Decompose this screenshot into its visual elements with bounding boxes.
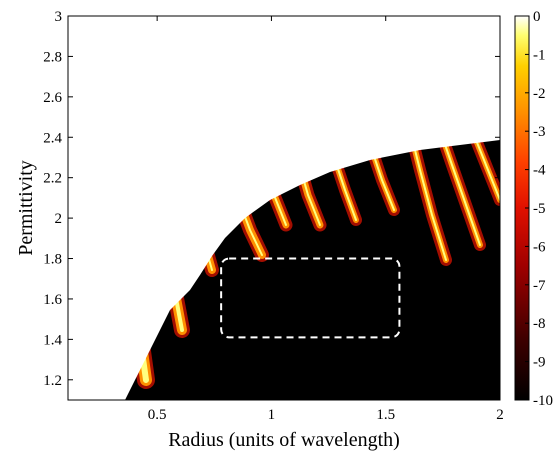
y-tick-label: 2: [55, 211, 63, 227]
band-core: [371, 149, 395, 211]
y-tick-label: 3: [55, 9, 63, 25]
y-tick-label: 1.4: [43, 332, 62, 348]
y-tick-label: 2.8: [43, 49, 62, 65]
y-tick-label: 2.2: [43, 171, 62, 187]
colorbar-tick-label: -9: [533, 355, 546, 371]
colorbar-tick-label: 0: [533, 9, 541, 25]
colorbar-tick-label: -7: [533, 278, 546, 294]
colorbar-tick-label: -8: [533, 316, 546, 332]
colorbar-tick-label: -4: [533, 163, 546, 179]
colorbar-tick-label: -6: [533, 239, 546, 255]
colorbar: 0 -1 -2 -3 -4 -5 -6 -7 -8 -9 -10: [514, 9, 553, 409]
x-axis-ticks: 0.5 1 1.5 2: [148, 16, 504, 423]
heatmap-saturated-region: [68, 16, 500, 400]
x-tick-label: 1: [268, 407, 276, 423]
y-tick-label: 1.2: [43, 373, 62, 389]
x-tick-label: 0.5: [148, 407, 167, 423]
x-axis-title: Radius (units of wavelength): [168, 429, 400, 451]
plot-frame: [67, 15, 501, 401]
colorbar-tick-label: -2: [533, 86, 546, 102]
y-tick-label: 1.8: [43, 252, 62, 268]
colorbar-tick-label: -3: [533, 124, 546, 140]
y-tick-label: 1.6: [43, 292, 62, 308]
y-axis-ticks: 1.2 1.4 1.6 1.8 2 2.2 2.4 2.6 2.8 3: [43, 9, 500, 389]
heatmap-plot-area: [68, 16, 500, 400]
y-axis-title: Permittivity: [15, 160, 37, 256]
colorbar-tick-label: -1: [533, 47, 546, 63]
y-tick-label: 2.4: [43, 130, 62, 146]
colorbar-tick-label: -5: [533, 201, 546, 217]
colorbar-tick-label: -10: [533, 393, 553, 409]
x-tick-label: 1.5: [376, 407, 395, 423]
y-tick-label: 2.6: [43, 90, 62, 106]
band-core: [439, 129, 481, 246]
band-core: [334, 159, 357, 221]
x-tick-label: 2: [496, 407, 504, 423]
highlight-region-box: [220, 257, 401, 339]
colorbar-ticks: 0 -1 -2 -3 -4 -5 -6 -7 -8 -9 -10: [525, 9, 553, 409]
